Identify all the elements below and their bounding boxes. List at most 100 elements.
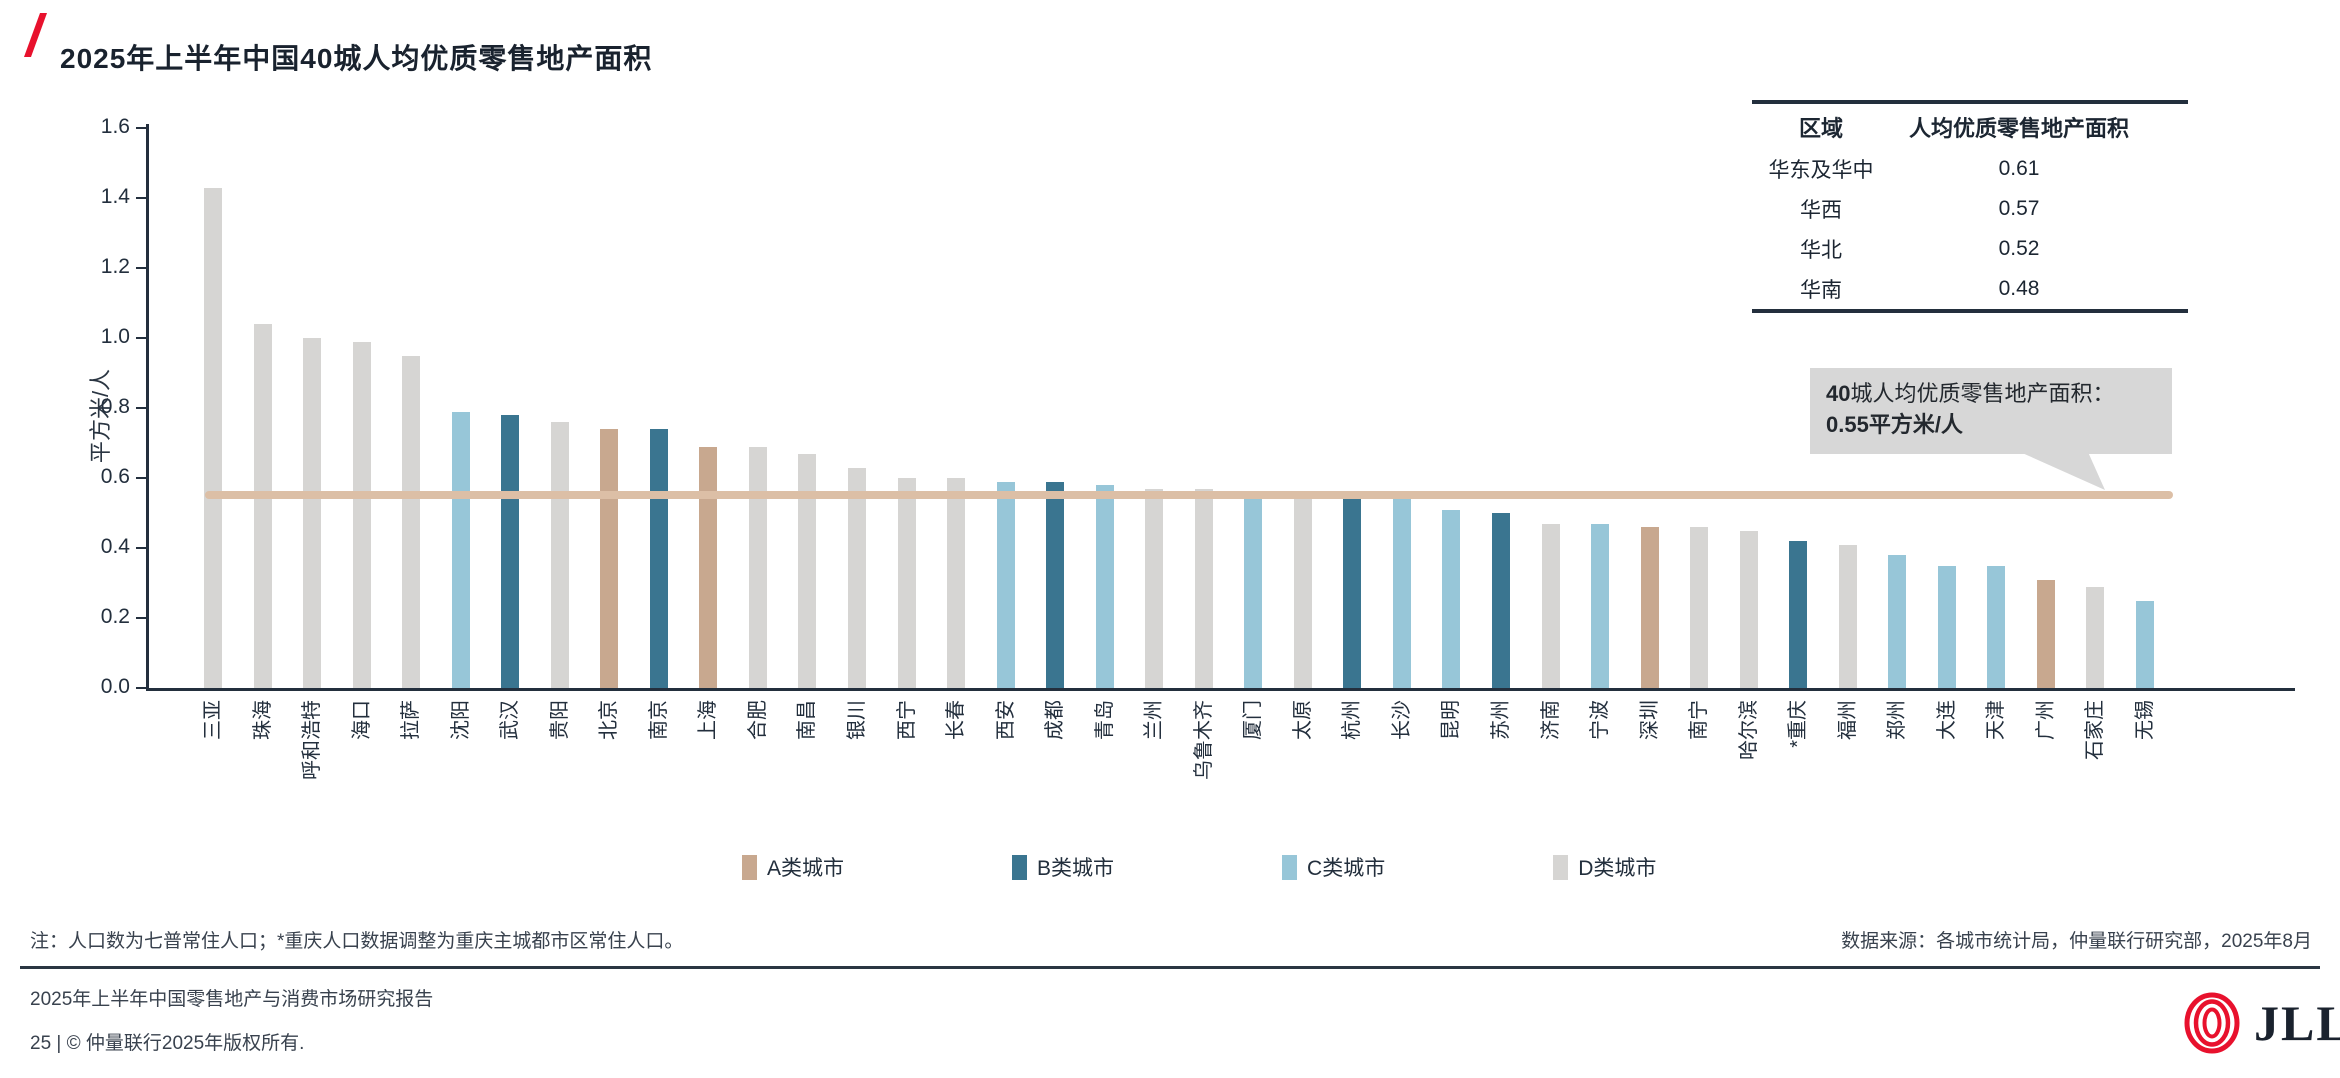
y-tick-label: 1.0 xyxy=(100,325,130,348)
chart-legend: A类城市 B类城市 C类城市 D类城市 xyxy=(742,852,1656,882)
x-axis-label: 银川 xyxy=(846,700,868,740)
x-axis-label: 兰州 xyxy=(1143,700,1166,740)
y-tick-label: 0.4 xyxy=(100,535,130,558)
bar xyxy=(1145,488,1164,688)
legend-item: C类城市 xyxy=(1282,852,1385,882)
footnote: 注：人口数为七普常住人口；*重庆人口数据调整为重庆主城都市区常住人口。 xyxy=(30,931,684,952)
bar xyxy=(1244,492,1263,688)
jll-logo: JLL xyxy=(2180,992,2340,1054)
legend-label: B类城市 xyxy=(1037,857,1115,880)
bar xyxy=(1591,523,1610,688)
legend-swatch-icon xyxy=(1553,854,1569,880)
x-axis-label: 青岛 xyxy=(1093,700,1116,740)
x-axis-label: 西安 xyxy=(994,700,1017,740)
callout-line1: 40城人均优质零售地产面积： xyxy=(1826,381,2115,406)
y-tick-mark xyxy=(136,547,146,549)
bar xyxy=(649,429,668,688)
y-tick-label: 0.8 xyxy=(100,395,130,418)
x-axis-label: 天津 xyxy=(1985,700,2008,740)
y-tick-label: 0.6 xyxy=(100,465,130,488)
x-axis-label: 长春 xyxy=(945,700,968,740)
y-tick-mark xyxy=(136,127,146,129)
region-name: 华西 xyxy=(1800,199,1842,222)
x-axis-label: 南宁 xyxy=(1688,700,1711,740)
bar xyxy=(1492,513,1510,688)
bar xyxy=(1789,541,1808,688)
bar xyxy=(1442,509,1461,688)
x-axis-label: 沈阳 xyxy=(449,700,472,740)
bar xyxy=(1838,544,1857,688)
x-axis-label: 太原 xyxy=(1291,700,1314,740)
x-axis-label: 南昌 xyxy=(796,700,819,740)
region-table: 区域 人均优质零售地产面积 华东及华中 0.61 华西 0.57 华北 0.52 华南 0.4… xyxy=(1752,100,2188,313)
y-axis-line xyxy=(146,124,149,691)
region-value: 0.48 xyxy=(1998,277,2040,300)
callout-line2: 0.55平方米/人 xyxy=(1826,412,1963,437)
bar xyxy=(600,429,619,688)
bar xyxy=(1937,565,1956,688)
bar xyxy=(699,446,718,688)
region-value: 0.52 xyxy=(1998,237,2040,260)
report-series-title: 2025年上半年中国零售地产与消费市场研究报告 xyxy=(30,989,434,1010)
legend-swatch-icon xyxy=(1012,854,1028,880)
x-axis-label: *重庆 xyxy=(1787,700,1810,748)
bar xyxy=(1640,527,1659,688)
average-reference-line xyxy=(205,491,2173,499)
bar xyxy=(1392,499,1411,688)
x-axis-label: 海口 xyxy=(350,700,373,740)
region-table-row: 华南 0.48 xyxy=(1752,269,2188,309)
y-tick-mark xyxy=(136,617,146,619)
bar xyxy=(1987,565,2006,688)
bar xyxy=(303,338,322,688)
page-number-copyright: 25 | © 仲量联行2025年版权所有. xyxy=(30,1033,305,1054)
x-axis-label: 大连 xyxy=(1935,700,1958,740)
x-axis-label: 上海 xyxy=(697,700,720,740)
x-axis-label: 昆明 xyxy=(1440,700,1463,740)
legend-label: D类城市 xyxy=(1578,857,1657,880)
x-axis-label: 长沙 xyxy=(1390,700,1413,740)
y-tick-label: 1.2 xyxy=(100,255,130,278)
bar xyxy=(1888,555,1907,688)
bar xyxy=(2086,586,2105,688)
region-table-row: 华北 0.52 xyxy=(1752,229,2188,269)
legend-label: C类城市 xyxy=(1307,857,1386,880)
title-accent-slash xyxy=(23,13,48,57)
y-tick-label: 1.4 xyxy=(100,185,130,208)
y-tick-label: 0.2 xyxy=(100,605,130,628)
x-axis-label: 苏州 xyxy=(1490,700,1512,740)
bar xyxy=(501,415,520,688)
y-tick-mark xyxy=(136,267,146,269)
x-axis-label: 武汉 xyxy=(499,700,522,740)
bar xyxy=(748,446,767,688)
bar xyxy=(1194,488,1213,688)
x-axis-label: 拉萨 xyxy=(400,700,423,740)
x-axis-label: 郑州 xyxy=(1886,700,1909,740)
y-tick-mark xyxy=(136,337,146,339)
bar xyxy=(2136,600,2154,688)
bar xyxy=(1343,495,1362,688)
bar xyxy=(204,187,222,688)
y-tick-label: 1.6 xyxy=(100,115,130,138)
bar xyxy=(2036,579,2055,688)
region-table-header: 区域 人均优质零售地产面积 xyxy=(1752,104,2188,149)
bar xyxy=(897,478,916,688)
bar xyxy=(1541,523,1560,688)
bar xyxy=(1739,530,1758,688)
x-axis-label: 成都 xyxy=(1044,700,1067,740)
bar xyxy=(848,467,866,688)
page-title: 2025年上半年中国40城人均优质零售地产面积 xyxy=(60,42,653,74)
bar xyxy=(253,324,272,688)
x-axis-label: 乌鲁木齐 xyxy=(1192,700,1215,780)
region-name: 华北 xyxy=(1800,239,1842,262)
average-callout: 40城人均优质零售地产面积： 0.55平方米/人 xyxy=(1810,368,2172,454)
jll-wordmark: JLL xyxy=(2254,995,2340,1051)
x-axis-label: 三亚 xyxy=(202,700,224,740)
x-axis-label: 济南 xyxy=(1539,700,1562,740)
data-source: 数据来源：各城市统计局，仲量联行研究部，2025年8月 xyxy=(1841,931,2312,952)
x-axis-label: 西宁 xyxy=(895,700,918,740)
x-axis-label: 南京 xyxy=(647,700,670,740)
x-axis-label: 合肥 xyxy=(746,700,769,740)
x-axis-label: 北京 xyxy=(598,700,621,740)
footer-divider xyxy=(20,966,2320,969)
